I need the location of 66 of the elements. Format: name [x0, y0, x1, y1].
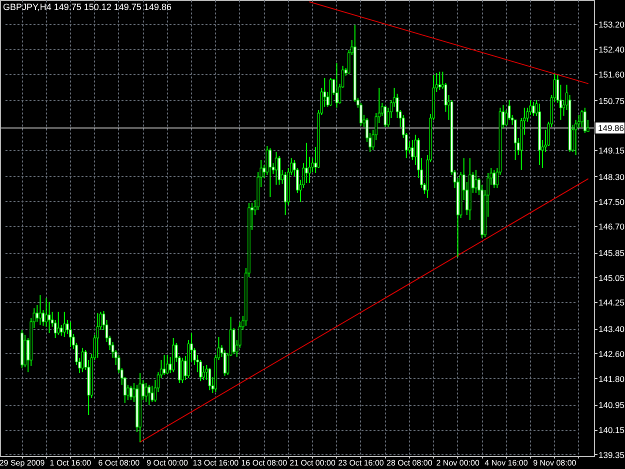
y-tick-label: 146.70: [598, 222, 625, 232]
candlestick: [202, 365, 205, 380]
candlestick: [305, 142, 308, 184]
y-tick-label: 141.80: [598, 374, 625, 384]
y-tick-label: 142.60: [598, 348, 625, 359]
x-tick-label: 9 Nov 08:00: [533, 458, 577, 468]
candlestick: [166, 354, 169, 374]
candlestick: [144, 382, 148, 402]
y-tick-label: 148.30: [598, 172, 625, 182]
y-tick-label: 144.25: [598, 298, 625, 308]
y-tick-label: 149.15: [598, 146, 625, 156]
candlestick: [274, 151, 278, 186]
candlestick: [580, 109, 584, 128]
candlestick: [69, 321, 72, 348]
x-tick-label: 2 Nov 00:00: [436, 458, 480, 468]
x-tick-label: 13 Oct 16:00: [192, 458, 240, 468]
candlestick: [130, 385, 132, 401]
candlestick: [335, 62, 338, 108]
x-tick-label: 16 Oct 08:00: [241, 458, 288, 468]
x-tick-label: 1 Oct 16:00: [50, 458, 92, 468]
candlestick: [492, 169, 496, 188]
candlestick: [36, 304, 39, 322]
candlestick: [268, 148, 272, 198]
candlestick: [38, 294, 42, 326]
candlestick: [278, 155, 281, 186]
candlestick: [532, 101, 535, 116]
candlestick: [208, 368, 212, 391]
candlestick: [514, 119, 517, 160]
x-tick-label: 9 Oct 00:00: [146, 458, 189, 468]
candlestick: [474, 169, 478, 194]
candlestick: [384, 105, 387, 128]
candlestick: [574, 119, 578, 156]
candlestick: [60, 324, 63, 336]
candlestick: [584, 107, 586, 134]
y-tick-label: 150.75: [598, 96, 625, 106]
y-tick-label: 147.50: [598, 196, 625, 207]
x-tick-label: 21 Oct 00:00: [290, 458, 336, 468]
ref-line-label: 149.86: [598, 122, 624, 133]
candlestick: [162, 354, 166, 376]
candlestick: [438, 71, 442, 91]
y-tick-label: 143.40: [598, 324, 625, 334]
candlestick: [96, 312, 100, 358]
candlestick: [232, 328, 236, 355]
candlestick: [48, 301, 51, 334]
x-tick-label: 4 Nov 16:00: [484, 458, 528, 468]
x-tick-label: 6 Oct 08:00: [98, 458, 140, 468]
candlestick: [148, 384, 150, 406]
candlestick: [81, 347, 84, 373]
candlestick: [411, 140, 414, 160]
y-tick-label: 140.95: [598, 400, 625, 410]
y-tick-label: 151.60: [598, 69, 625, 80]
candlestick: [360, 102, 362, 126]
y-tick-label: 152.40: [598, 44, 625, 55]
candlestick: [56, 311, 60, 336]
candlestick: [181, 357, 184, 384]
y-tick-label: 139.35: [598, 450, 625, 460]
y-tick-label: 153.20: [598, 20, 625, 30]
candlestick: [63, 311, 66, 338]
y-tick-label: 140.15: [598, 425, 625, 436]
candlestick: [150, 385, 154, 402]
x-tick-label: 23 Oct 16:00: [338, 458, 384, 468]
chart-title: GBPJPY,H4 149.75 150.12 149.75 149.86: [3, 2, 172, 12]
x-tick-label: 29 Sep 2009: [0, 458, 46, 468]
y-tick-label: 145.85: [598, 248, 625, 258]
x-tick-label: 28 Oct 08:00: [386, 458, 433, 468]
y-tick-label: 145.05: [598, 272, 625, 283]
